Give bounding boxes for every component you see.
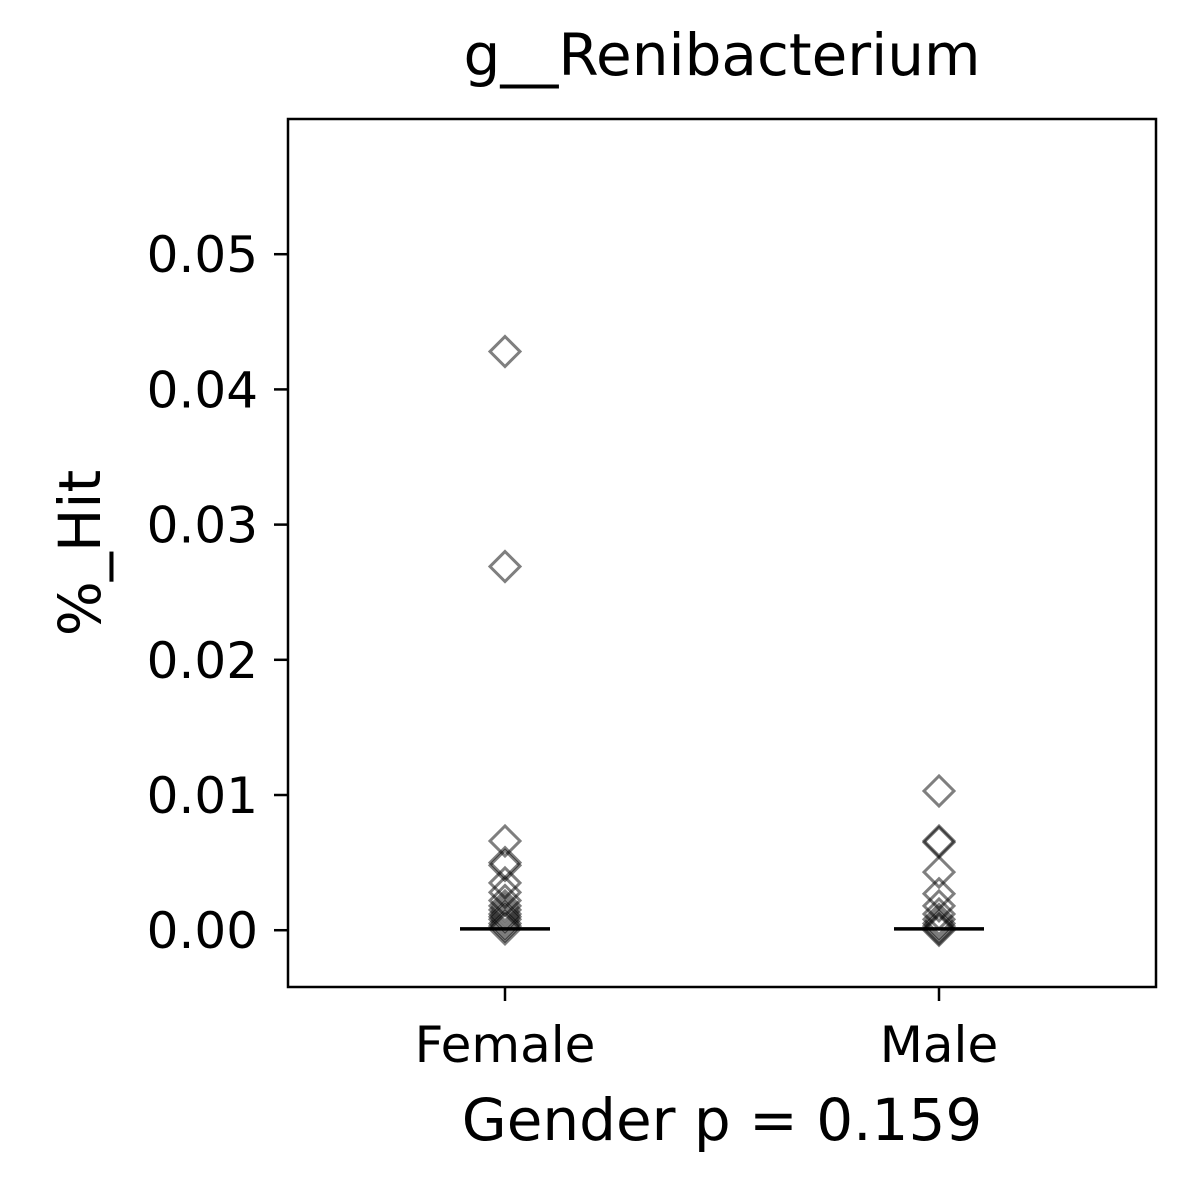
point (487, 848, 523, 883)
point (921, 773, 957, 809)
point (487, 902, 523, 937)
y-tick-label: 0.00 (147, 902, 258, 960)
point (487, 334, 523, 369)
point (487, 888, 523, 923)
point (921, 913, 957, 948)
y-axis-label: %_Hit (46, 470, 114, 637)
point (921, 888, 957, 923)
x-axis-label: Gender p = 0.159 (462, 1086, 983, 1154)
y-tick-label: 0.05 (147, 226, 258, 284)
point (487, 892, 523, 928)
point (487, 823, 523, 859)
point (487, 549, 523, 584)
point (921, 854, 957, 890)
point (921, 823, 957, 859)
x-tick-label: Male (880, 1016, 998, 1074)
point (487, 911, 523, 946)
plot-frame (286, 117, 1158, 989)
point (921, 909, 957, 944)
x-tick-label: Female (415, 1016, 596, 1074)
point (921, 825, 957, 860)
point (921, 906, 957, 941)
point (487, 909, 523, 944)
y-tick-label: 0.02 (147, 632, 258, 690)
point (921, 902, 957, 937)
y-tick-label: 0.03 (147, 497, 258, 555)
y-tick-label: 0.04 (147, 361, 258, 419)
chart-title: g__Renibacterium (464, 21, 981, 89)
point (487, 906, 523, 941)
point (487, 899, 523, 934)
y-tick-label: 0.01 (147, 767, 258, 825)
